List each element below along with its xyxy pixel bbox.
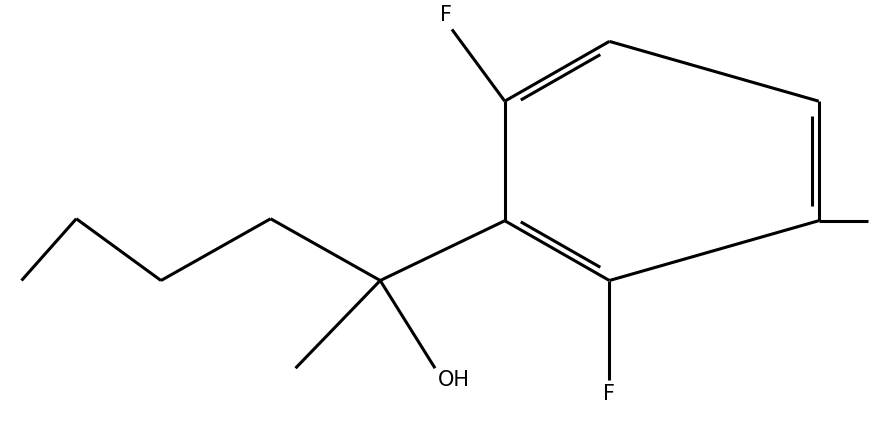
Text: F: F	[604, 384, 615, 404]
Text: F: F	[440, 6, 452, 26]
Text: OH: OH	[438, 370, 470, 390]
